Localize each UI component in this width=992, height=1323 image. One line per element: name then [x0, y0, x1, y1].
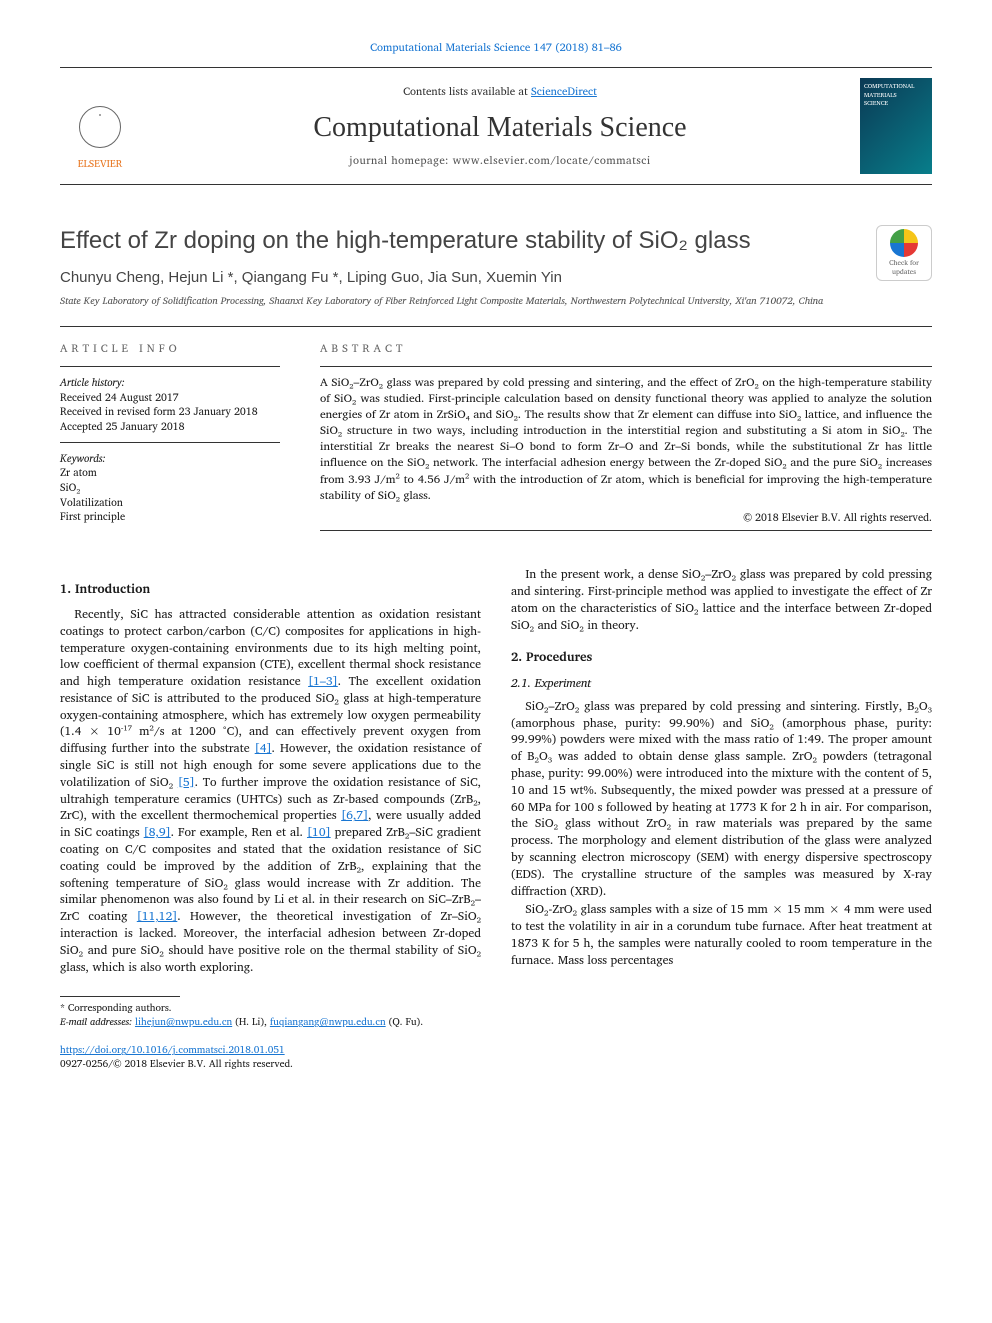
title-block: Check for updates Effect of Zr doping on… — [60, 225, 932, 307]
accepted-date: Accepted 25 January 2018 — [60, 419, 280, 434]
crossmark-icon — [890, 229, 918, 257]
abstract-copyright: © 2018 Elsevier B.V. All rights reserved… — [320, 510, 932, 525]
check-updates-badge[interactable]: Check for updates — [876, 225, 932, 281]
contents-line: Contents lists available at ScienceDirec… — [156, 84, 844, 99]
issn-copyright: 0927-0256/© 2018 Elsevier B.V. All right… — [60, 1057, 932, 1071]
email-name-2: (Q. Fu). — [386, 1014, 423, 1030]
doi-block: https://doi.org/10.1016/j.commatsci.2018… — [60, 1043, 932, 1071]
abstract: ABSTRACT A SiO₂–ZrO₂ glass was prepared … — [320, 341, 932, 532]
cover-label-3: SCIENCE — [864, 99, 928, 107]
elsevier-logo: ELSEVIER — [60, 81, 140, 171]
abstract-text: A SiO₂–ZrO₂ glass was prepared by cold p… — [320, 375, 932, 504]
contents-prefix: Contents lists available at — [403, 82, 531, 100]
keyword: Zr atom — [60, 465, 280, 480]
check-updates-label: Check for updates — [877, 259, 931, 279]
footnote-rule — [60, 996, 180, 997]
subsection-heading-experiment: 2.1. Experiment — [511, 676, 932, 693]
email-label: E-mail addresses: — [60, 1014, 135, 1030]
journal-citation-link[interactable]: Computational Materials Science 147 (201… — [60, 40, 932, 55]
intro-paragraph-1: Recently, SiC has attracted considerable… — [60, 607, 481, 977]
keyword: First principle — [60, 509, 280, 524]
publisher-name: ELSEVIER — [78, 157, 122, 171]
article-info-heading: ARTICLE INFO — [60, 341, 280, 356]
info-abstract-row: ARTICLE INFO Article history: Received 2… — [60, 326, 932, 532]
homepage-prefix: journal homepage: — [349, 151, 452, 169]
section-heading-procedures: 2. Procedures — [511, 649, 932, 667]
experiment-paragraph-1: SiO₂–ZrO₂ glass was prepared by cold pre… — [511, 699, 932, 901]
email-name-1: (H. Li), — [232, 1014, 270, 1030]
authors-line: Chunyu Cheng, Hejun Li *, Qiangang Fu *,… — [60, 267, 932, 288]
journal-header: ELSEVIER Contents lists available at Sci… — [60, 67, 932, 185]
journal-header-center: Contents lists available at ScienceDirec… — [156, 84, 844, 168]
footnotes: * Corresponding authors. E-mail addresse… — [60, 1001, 932, 1029]
article-title: Effect of Zr doping on the high-temperat… — [60, 225, 932, 256]
experiment-paragraph-2: SiO₂-ZrO₂ glass samples with a size of 1… — [511, 902, 932, 969]
corresponding-label: * Corresponding authors. — [60, 1001, 932, 1015]
abstract-heading: ABSTRACT — [320, 341, 932, 356]
homepage-url[interactable]: www.elsevier.com/locate/commatsci — [453, 151, 651, 169]
section-heading-intro: 1. Introduction — [60, 581, 481, 599]
homepage-line: journal homepage: www.elsevier.com/locat… — [156, 153, 844, 168]
email-link[interactable]: fuqiangang@nwpu.edu.cn — [270, 1014, 386, 1030]
intro-paragraph-2: In the present work, a dense SiO₂–ZrO₂ g… — [511, 567, 932, 634]
article-info: ARTICLE INFO Article history: Received 2… — [60, 341, 280, 532]
journal-name: Computational Materials Science — [156, 108, 844, 147]
journal-cover-thumb: COMPUTATIONAL MATERIALS SCIENCE — [860, 78, 932, 174]
affiliation: State Key Laboratory of Solidification P… — [60, 294, 932, 308]
sciencedirect-link[interactable]: ScienceDirect — [531, 82, 597, 100]
elsevier-tree-icon — [70, 97, 130, 157]
email-link[interactable]: lihejun@nwpu.edu.cn — [135, 1014, 232, 1030]
body-columns: 1. Introduction Recently, SiC has attrac… — [60, 567, 932, 976]
